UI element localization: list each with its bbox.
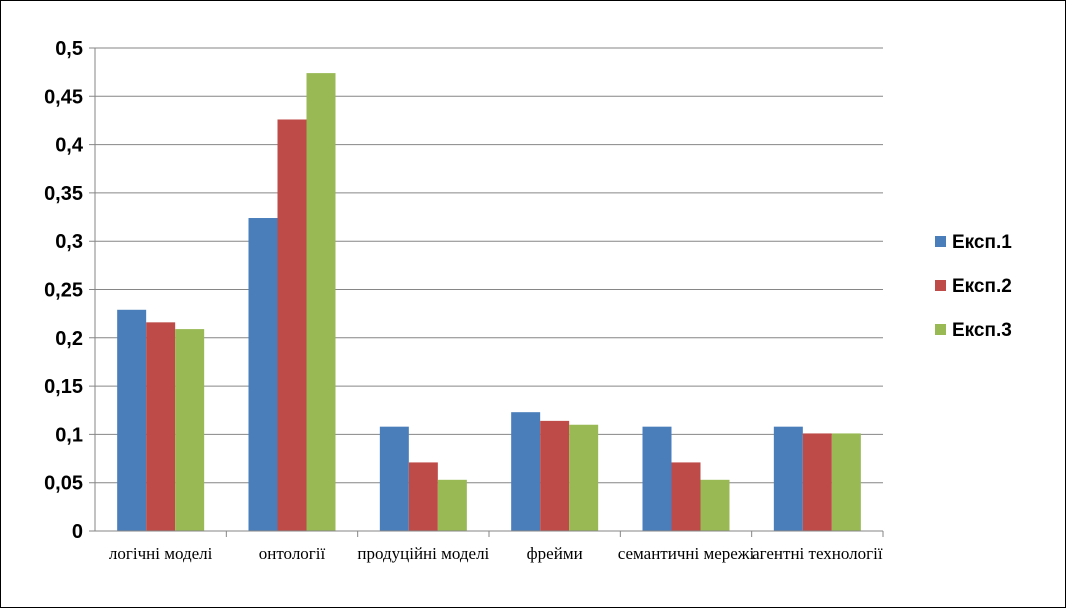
- axes: [89, 48, 884, 537]
- bar-3: [437, 479, 467, 531]
- bar-2: [408, 462, 438, 531]
- x-tick-label: семантичні мережі: [618, 544, 755, 563]
- y-tick-label: 0,5: [55, 38, 83, 60]
- legend-label: Експ.3: [952, 320, 1012, 341]
- bar-1: [642, 426, 672, 531]
- bar-3: [569, 424, 599, 531]
- x-tick-label: онтології: [259, 544, 326, 563]
- bars: [117, 73, 861, 532]
- y-tick-label: 0,3: [55, 231, 83, 253]
- bar-3: [175, 329, 205, 531]
- bar-1: [117, 309, 147, 531]
- legend-swatch: [935, 280, 946, 291]
- bar-2: [802, 433, 832, 531]
- legend-label: Експ.1: [952, 232, 1012, 253]
- y-tick-label: 0,2: [55, 328, 83, 350]
- bar-3: [700, 479, 730, 531]
- y-tick-label: 0,4: [55, 135, 84, 157]
- bar-1: [248, 218, 278, 532]
- x-tick-label: фрейми: [527, 544, 583, 563]
- x-tick-labels: логічні моделі онтології продуційні моделі…: [109, 544, 883, 563]
- bar-1: [773, 426, 803, 531]
- bar-3: [831, 433, 861, 531]
- x-tick-label: продуційні моделі: [357, 544, 489, 563]
- y-tick-labels: 0 0,05 0,1 0,15 0,2 0,25 0,3 0,35 0,4 0,45 0,5: [44, 38, 84, 543]
- y-tick-label: 0,45: [44, 86, 83, 108]
- legend: Експ.1 Експ.2 Експ.3: [935, 232, 1012, 341]
- y-tick-label: 0,15: [44, 376, 83, 398]
- y-tick-label: 0,25: [44, 280, 83, 302]
- x-tick-label: логічні моделі: [109, 544, 213, 563]
- legend-label: Експ.2: [952, 276, 1012, 297]
- bar-1: [379, 426, 409, 531]
- bar-3: [306, 73, 336, 531]
- legend-swatch: [935, 324, 946, 335]
- x-tick-label: агентні технології: [752, 544, 883, 563]
- y-tick-label: 0,35: [44, 183, 83, 205]
- y-tick-label: 0: [72, 521, 83, 543]
- bar-2: [671, 462, 701, 531]
- bar-2: [540, 420, 570, 531]
- y-tick-label: 0,1: [55, 424, 83, 446]
- y-tick-label: 0,05: [44, 473, 83, 495]
- bar-1: [511, 412, 541, 531]
- legend-swatch: [935, 236, 946, 247]
- gridlines: [89, 47, 883, 484]
- bar-2: [277, 119, 307, 531]
- bar-2: [146, 322, 176, 531]
